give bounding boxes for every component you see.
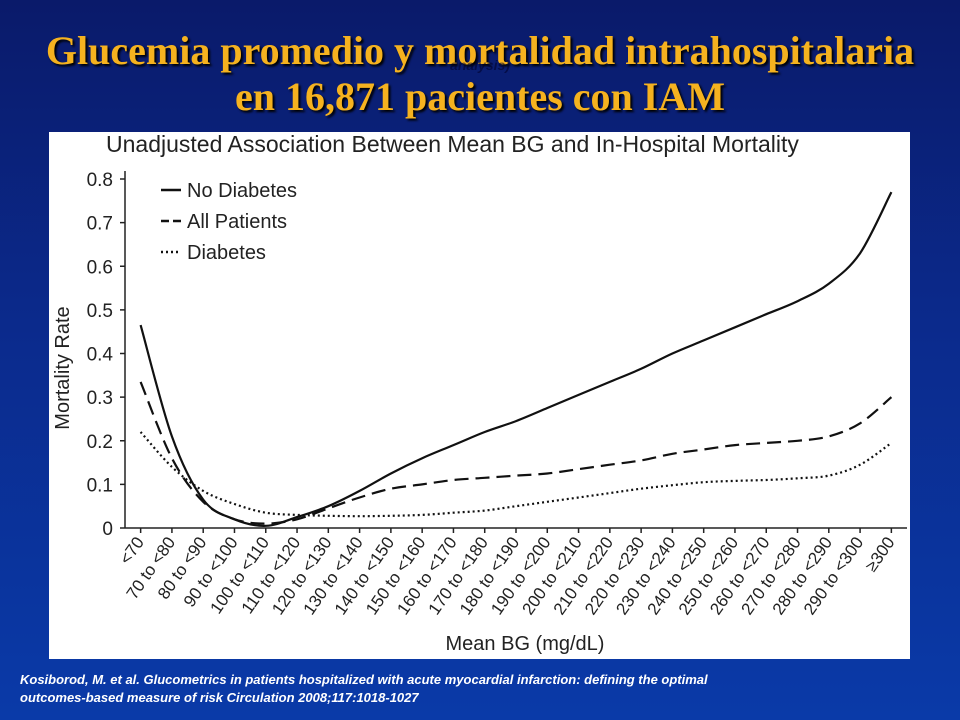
slide-title-line1: Glucemia promedio y mortalidad intrahosp… [45, 28, 915, 73]
y-axis-title: Mortality Rate [52, 306, 74, 429]
citation-line1: Kosiborod, M. et al. Glucometrics in pat… [20, 672, 708, 687]
x-axis-title: Mean BG (mg/dL) [446, 633, 605, 655]
y-tick-label: 0.7 [87, 214, 113, 235]
y-tick-label: 0 [102, 519, 113, 540]
legend-label: No Diabetes [187, 180, 297, 202]
y-tick-label: 0.3 [87, 388, 113, 409]
y-tick-label: 0.2 [87, 432, 113, 453]
citation: Kosiborod, M. et al. Glucometrics in pat… [20, 671, 940, 707]
y-tick-label: 0.4 [87, 345, 114, 366]
y-tick-label: 0.8 [87, 170, 113, 191]
series-line-diabetes [139, 431, 893, 518]
mortality-line-chart: Unadjusted Association Between Mean BG a… [52, 132, 907, 655]
chart-figure: Unadjusted Association Between Mean BG a… [49, 132, 910, 659]
x-tick-label: ≥300 [861, 533, 898, 575]
chart-title: Unadjusted Association Between Mean BG a… [106, 132, 799, 157]
series-line-no-diabetes [139, 191, 893, 527]
y-tick-label: 0.5 [87, 301, 113, 322]
legend-label: Diabetes [187, 242, 266, 264]
series-line-all-patients [139, 381, 893, 525]
chart-legend: No Diabetes All Patients Diabetes [161, 180, 297, 264]
legend-label: All Patients [187, 211, 287, 233]
slide-title: Glucemia promedio y mortalidad intrahosp… [0, 28, 960, 120]
y-tick-label: 0.6 [87, 257, 113, 278]
y-tick-label: 0.1 [87, 475, 113, 496]
chart-series [139, 191, 893, 527]
citation-line2: outcomes-based measure of risk Circulati… [20, 690, 419, 705]
slide-title-line2: en 16,871 pacientes con IAM [235, 74, 725, 119]
